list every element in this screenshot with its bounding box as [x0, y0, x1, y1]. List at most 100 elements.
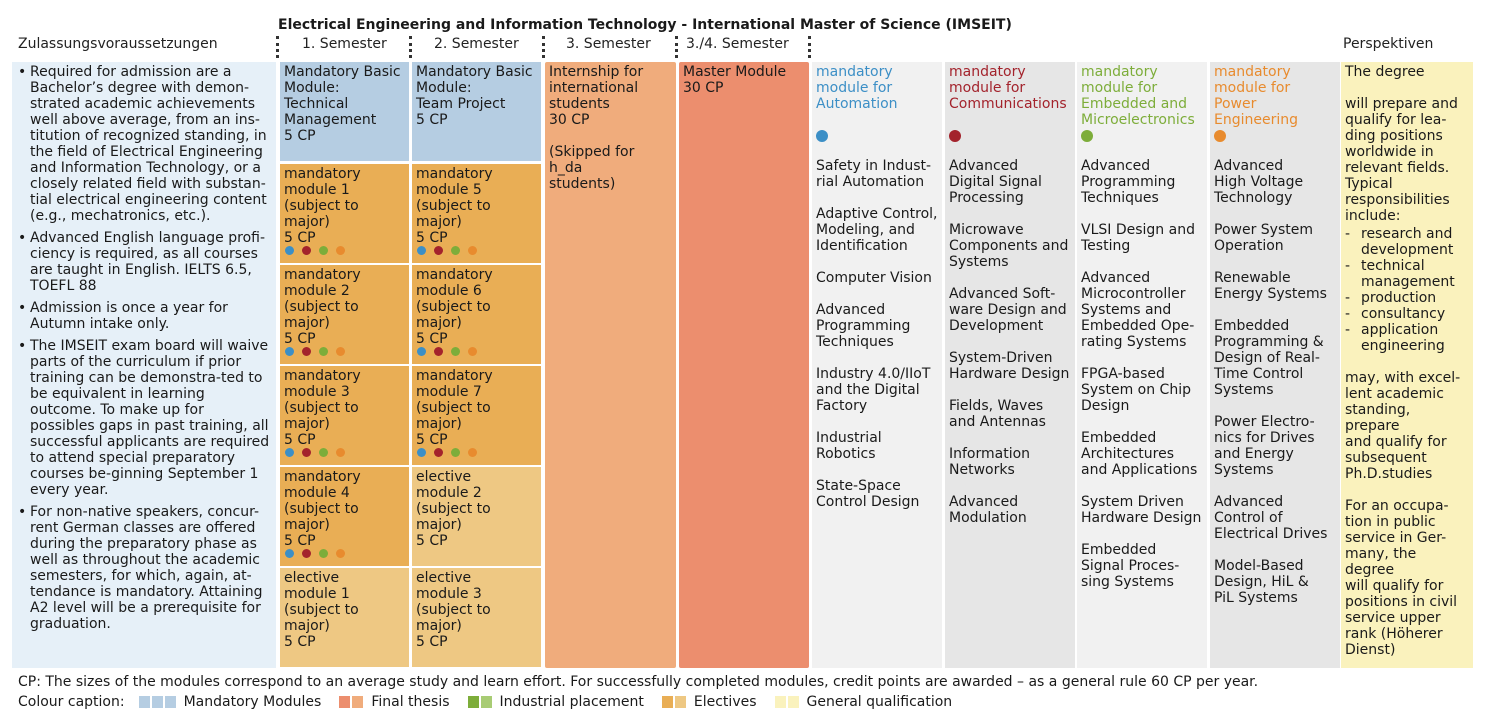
legend-item: General qualification: [774, 694, 952, 710]
module-text: elective: [416, 469, 472, 485]
module-text: 5 CP: [416, 432, 448, 448]
module-text: Power Electro-: [1214, 414, 1315, 430]
basic-module-team-project: Mandatory Basic Module: Team Project 5 CP: [412, 62, 541, 161]
perspective-text: technical: [1361, 258, 1425, 274]
elective-module: elective module 1 (subject to major) 5 CP: [280, 568, 409, 667]
module-text: Control Design: [816, 494, 920, 510]
major-dot-icon: [302, 347, 311, 356]
header-semester-34: 3./4. Semester: [686, 36, 789, 52]
major-dots: [417, 448, 477, 457]
major-color-dot-icon: [949, 130, 961, 142]
perspective-text: service upper: [1345, 610, 1441, 626]
module-text: 5 CP: [416, 230, 448, 246]
footnote: CP: The sizes of the modules correspond …: [18, 674, 1259, 690]
module-text: (subject to major): [284, 501, 359, 533]
module-text: Adaptive Control,: [816, 206, 938, 222]
perspective-text: will prepare and: [1345, 96, 1458, 112]
module-text: Advanced: [949, 494, 1019, 510]
module-text: (subject to major): [284, 198, 359, 230]
header-admission: Zulassungsvoraussetzungen: [18, 36, 218, 52]
module-text: Design of Real-: [1214, 350, 1320, 366]
module-text: Module:: [416, 80, 472, 96]
divider: [808, 36, 812, 58]
module-text: module 2: [416, 485, 482, 501]
module-text: Embedded Ope-: [1081, 318, 1195, 334]
module-text: Hardware Design: [1081, 510, 1202, 526]
mandatory-module: mandatory module 6 (subject to major) 5 CP: [412, 265, 541, 364]
module-text: 5 CP: [284, 432, 316, 448]
major-module-item: Safety in Indust-rial Automation: [816, 158, 938, 190]
internship-text: international: [549, 80, 639, 96]
major-dot-icon: [319, 347, 328, 356]
major-module-item: Industrial Robotics: [816, 430, 938, 462]
major-module-item: Model-Based Design, HiL & PiL Systems: [1214, 558, 1336, 606]
module-text: Renewable: [1214, 270, 1291, 286]
master-text: 30 CP: [683, 80, 724, 96]
legend-label: Final thesis: [371, 694, 450, 710]
internship-text: students: [549, 96, 610, 112]
module-text: Control of: [1214, 510, 1283, 526]
perspective-text: Ph.D.studies: [1345, 466, 1433, 482]
perspective-text: application: [1361, 322, 1439, 338]
module-text: module 6: [416, 283, 482, 299]
master-text: Master Module: [683, 64, 787, 80]
major-heading-line: Automation: [816, 96, 898, 112]
module-text: System Driven: [1081, 494, 1184, 510]
major-module-item: Fields, Waves and Antennas: [949, 398, 1071, 430]
legend-swatch-icon: [164, 696, 176, 708]
module-text: Programming &: [1214, 334, 1324, 350]
major-color-dot-icon: [1081, 130, 1093, 142]
module-text: VLSI Design and: [1081, 222, 1195, 238]
module-text: 5 CP: [416, 331, 448, 347]
major-dot-icon: [434, 448, 443, 457]
module-text: Mandatory Basic: [284, 64, 401, 80]
module-text: mandatory: [284, 368, 361, 384]
elective-module: elective module 2 (subject to major) 5 CP: [412, 467, 541, 566]
module-text: and Antennas: [949, 414, 1046, 430]
module-text: Advanced: [949, 158, 1019, 174]
module-text: Advanced: [1214, 494, 1284, 510]
major-heading-line: mandatory: [949, 64, 1026, 80]
perspective-text: qualify for lea-: [1345, 112, 1447, 128]
perspective-text: The degree: [1345, 64, 1425, 80]
header-perspectives: Perspektiven: [1343, 36, 1434, 52]
divider: [276, 36, 280, 58]
module-text: Networks: [949, 462, 1015, 478]
perspective-text: positions in civil: [1345, 594, 1458, 610]
header-semester-1: 1. Semester: [302, 36, 387, 52]
module-text: Systems: [1214, 382, 1274, 398]
internship-text: (Skipped for h_da: [549, 144, 635, 176]
module-text: State-Space: [816, 478, 901, 494]
header-semester-3: 3. Semester: [566, 36, 651, 52]
major-module-item: Advanced High Voltage Technology: [1214, 158, 1336, 206]
major-column: mandatory module for Embedded and Microelec…: [1077, 62, 1207, 668]
admission-item: Admission is once a year for Autumn inta…: [16, 300, 272, 332]
responsibility-item: consultancy: [1345, 306, 1469, 322]
module-text: mandatory: [284, 267, 361, 283]
module-text: 5 CP: [284, 331, 316, 347]
major-dot-icon: [302, 448, 311, 457]
module-text: 5 CP: [284, 533, 316, 549]
major-heading-line: mandatory: [816, 64, 893, 80]
major-dot-icon: [417, 246, 426, 255]
module-text: FPGA-based: [1081, 366, 1165, 382]
module-text: Advanced: [1081, 270, 1151, 286]
perspective-text: Dienst): [1345, 642, 1396, 658]
major-dot-icon: [451, 246, 460, 255]
perspective-text: Typical: [1345, 176, 1393, 192]
module-text: Team Project: [416, 96, 506, 112]
perspective-text: ding positions: [1345, 128, 1443, 144]
admission-item: Required for admission are a Bachelor’s …: [16, 64, 272, 224]
module-text: (subject to major): [416, 501, 491, 533]
major-module-item: System-Driven Hardware Design: [949, 350, 1071, 382]
perspective-text: and qualify for: [1345, 434, 1447, 450]
admission-item: The IMSEIT exam board will waive parts o…: [16, 338, 272, 498]
module-text: Industrial: [816, 430, 882, 446]
perspective-text: rank (Höherer: [1345, 626, 1443, 642]
module-text: Model-Based: [1214, 558, 1304, 574]
major-module-item: State-Space Control Design: [816, 478, 938, 510]
mandatory-module: mandatory module 3 (subject to major) 5 CP: [280, 366, 409, 465]
module-text: Modeling, and: [816, 222, 915, 238]
module-text: rial Automation: [816, 174, 925, 190]
